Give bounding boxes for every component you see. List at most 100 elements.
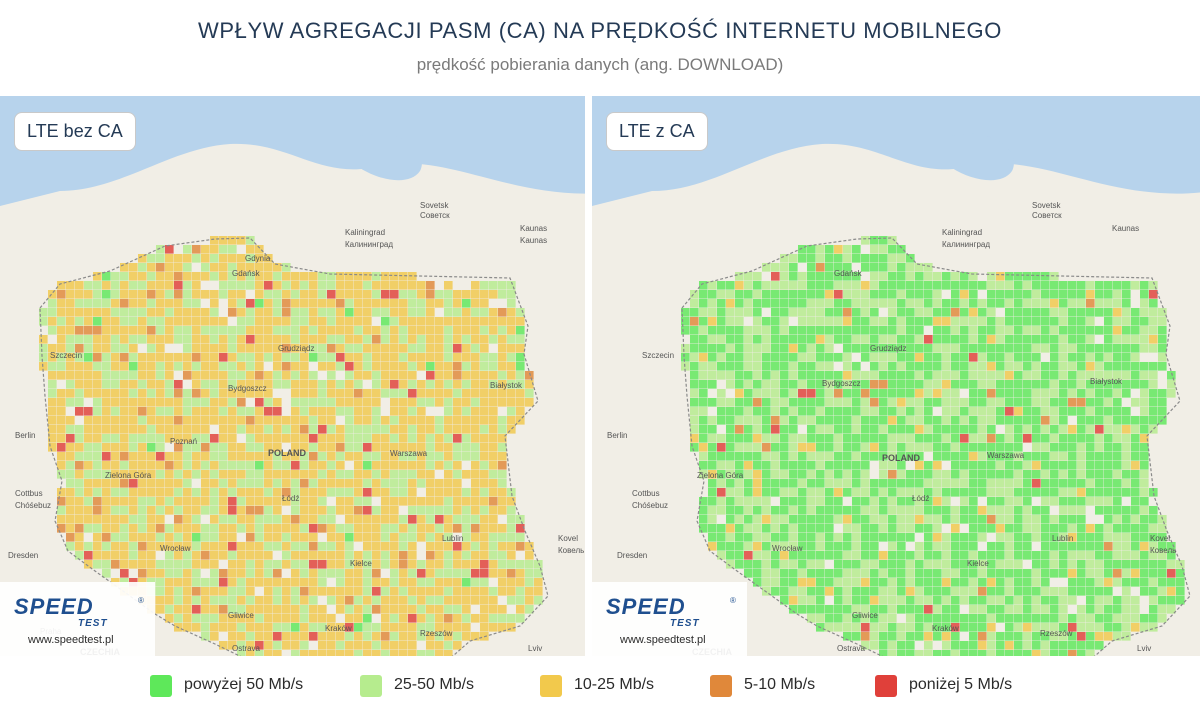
coverage-cell (147, 533, 156, 542)
coverage-cell (735, 434, 744, 443)
coverage-cell (363, 326, 372, 335)
coverage-cell (210, 443, 219, 452)
coverage-cell (489, 416, 498, 425)
coverage-cell (300, 632, 309, 641)
coverage-cell (327, 317, 336, 326)
coverage-cell (978, 317, 987, 326)
coverage-cell (879, 290, 888, 299)
coverage-cell (246, 587, 255, 596)
coverage-cell (516, 389, 525, 398)
coverage-cell (852, 317, 861, 326)
coverage-cell (147, 470, 156, 479)
coverage-cell (807, 506, 816, 515)
coverage-cell (708, 380, 717, 389)
coverage-cell (183, 524, 192, 533)
coverage-cell (1095, 407, 1104, 416)
coverage-cell (84, 425, 93, 434)
coverage-cell (1023, 308, 1032, 317)
coverage-cell (834, 308, 843, 317)
coverage-cell (120, 362, 129, 371)
coverage-cell (219, 263, 228, 272)
coverage-cell (75, 488, 84, 497)
coverage-cell (1059, 641, 1068, 650)
coverage-cell (102, 281, 111, 290)
coverage-cell (825, 344, 834, 353)
coverage-cell (1131, 281, 1140, 290)
coverage-cell (507, 335, 516, 344)
coverage-cell (690, 362, 699, 371)
coverage-cell (147, 569, 156, 578)
coverage-cell (1140, 398, 1149, 407)
coverage-cell (753, 290, 762, 299)
coverage-cell (399, 551, 408, 560)
coverage-cell (924, 434, 933, 443)
coverage-cell (264, 263, 273, 272)
coverage-cell (879, 614, 888, 623)
coverage-cell (753, 497, 762, 506)
coverage-cell (1023, 533, 1032, 542)
coverage-cell (309, 506, 318, 515)
coverage-cell (1095, 281, 1104, 290)
coverage-cell (1059, 623, 1068, 632)
map-canvas-left[interactable]: SovetskСоветскKaunasKaunasKaliningradКал… (0, 96, 585, 656)
coverage-cell (201, 623, 210, 632)
coverage-cell (228, 488, 237, 497)
coverage-cell (381, 623, 390, 632)
coverage-cell (462, 569, 471, 578)
coverage-cell (390, 488, 399, 497)
coverage-cell (789, 569, 798, 578)
coverage-cell (246, 362, 255, 371)
coverage-cell (798, 479, 807, 488)
coverage-cell (717, 389, 726, 398)
coverage-cell (870, 245, 879, 254)
coverage-cell (282, 452, 291, 461)
coverage-cell (1050, 497, 1059, 506)
coverage-cell (906, 407, 915, 416)
coverage-cell (399, 488, 408, 497)
coverage-cell (708, 326, 717, 335)
place-name: Советск (1032, 211, 1062, 220)
coverage-cell (201, 488, 210, 497)
coverage-cell (1059, 290, 1068, 299)
coverage-cell (363, 272, 372, 281)
coverage-cell (390, 272, 399, 281)
logo-url[interactable]: www.speedtest.pl (620, 634, 706, 646)
coverage-cell (147, 506, 156, 515)
coverage-cell (48, 416, 57, 425)
coverage-cell (111, 416, 120, 425)
coverage-cell (39, 308, 48, 317)
coverage-cell (165, 551, 174, 560)
logo-url[interactable]: www.speedtest.pl (28, 634, 114, 646)
coverage-cell (408, 353, 417, 362)
coverage-cell (699, 515, 708, 524)
coverage-cell (129, 290, 138, 299)
map-panel-lte-without-ca[interactable]: Sovetsk Советск Kaunas Kaunas Kaliningrad Кал… (0, 96, 585, 656)
coverage-cell (174, 434, 183, 443)
coverage-cell (489, 443, 498, 452)
map-canvas-right[interactable]: SovetskСоветскKaunasKaliningradКалинингр… (592, 96, 1200, 656)
coverage-cell (390, 290, 399, 299)
coverage-cell (282, 461, 291, 470)
coverage-cell (372, 488, 381, 497)
coverage-cell (489, 389, 498, 398)
coverage-cell (381, 605, 390, 614)
coverage-cell (1077, 569, 1086, 578)
coverage-cell (879, 416, 888, 425)
map-panel-lte-with-ca[interactable]: Sovetsk Советск Kaunas Kaliningrad Калинингр… (592, 96, 1200, 656)
coverage-cell (48, 299, 57, 308)
coverage-cell (1104, 362, 1113, 371)
coverage-cell (762, 452, 771, 461)
coverage-cell (969, 344, 978, 353)
coverage-cell (246, 416, 255, 425)
coverage-cell (708, 416, 717, 425)
coverage-cell (417, 416, 426, 425)
coverage-cell (84, 506, 93, 515)
coverage-cell (480, 461, 489, 470)
coverage-cell (1005, 407, 1014, 416)
coverage-cell (870, 578, 879, 587)
coverage-cell (897, 515, 906, 524)
place-name: Szczecin (50, 351, 82, 360)
coverage-cell (219, 623, 228, 632)
coverage-cell (834, 281, 843, 290)
coverage-cell (699, 317, 708, 326)
